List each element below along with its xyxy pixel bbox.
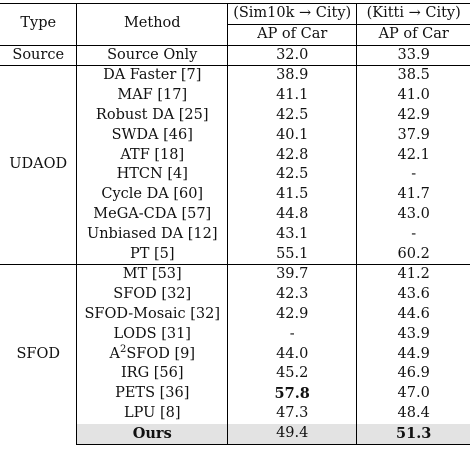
method-cell: LPU [8] xyxy=(76,403,229,424)
subheader-sim-ap: AP of Car xyxy=(227,23,358,46)
table-row: HTCN [4] 42.5 - xyxy=(0,165,470,186)
sim-value-cell: - xyxy=(227,324,358,345)
table-row: SFOD [32] 42.3 43.6 xyxy=(0,285,470,305)
table-row: MeGA-CDA [57] 44.8 43.0 xyxy=(0,204,470,225)
method-cell: Source Only xyxy=(76,44,229,66)
sim-value-cell: 55.1 xyxy=(227,244,358,265)
sim-value-cell: 42.3 xyxy=(227,285,358,305)
method-cell: IRG [56] xyxy=(76,364,229,385)
table-row: UDAOD DA Faster [7] 38.9 38.5 xyxy=(0,65,470,265)
kitti-value-cell: 47.0 xyxy=(397,385,430,402)
sim-value-cell: 44.8 xyxy=(227,204,358,225)
method-cell: MeGA-CDA [57] xyxy=(76,204,229,225)
sim-value-cell: 49.4 xyxy=(227,423,358,445)
sim-value-cell: 44.0 xyxy=(227,344,358,365)
group-label-source: Source xyxy=(0,44,78,66)
table-row: LPU [8] 47.3 48.4 xyxy=(0,403,470,424)
kitti-value-cell: 37.9 xyxy=(397,126,430,143)
method-cell: Robust DA [25] xyxy=(76,105,229,126)
method-base: A xyxy=(109,345,120,362)
header-type: Type xyxy=(0,3,78,46)
sim-value-cell: 41.1 xyxy=(227,86,358,106)
kitti-value-cell: 41.7 xyxy=(397,186,430,203)
method-cell: Unbiased DA [12] xyxy=(76,224,229,245)
sim-value-cell: 32.0 xyxy=(227,44,358,66)
table-row: Source Source Only 32.0 33.9 xyxy=(0,44,470,66)
kitti-value-cell: 43.9 xyxy=(397,325,430,342)
method-cell: SFOD [32] xyxy=(76,285,229,305)
kitti-value-cell: 43.0 xyxy=(397,205,430,222)
method-cell-ours: Ours xyxy=(76,423,229,445)
kitti-value-cell-best: 51.3 xyxy=(356,423,470,445)
kitti-value-cell: 48.4 xyxy=(397,404,430,421)
method-superscript: 2 xyxy=(119,343,127,355)
method-cell: ATF [18] xyxy=(76,145,229,166)
method-cell: MAF [17] xyxy=(76,86,229,106)
sim-value-cell: 41.5 xyxy=(227,185,358,205)
method-cell: LODS [31] xyxy=(76,324,229,345)
method-cell: HTCN [4] xyxy=(76,165,229,186)
table-row: SFOD MT [53] 39.7 41.2 xyxy=(0,264,470,445)
method-cell: Cycle DA [60] xyxy=(76,185,229,205)
sim-value-cell: 42.5 xyxy=(227,105,358,126)
sim-value-cell: 39.7 xyxy=(227,264,358,286)
sim-value-cell-best: 57.8 xyxy=(227,384,358,404)
group-label-udaod: UDAOD xyxy=(0,65,78,265)
table-row: PT [5] 55.1 60.2 xyxy=(0,244,470,265)
sim-value-cell: 43.1 xyxy=(227,224,358,245)
table-row: LODS [31] - 43.9 xyxy=(0,324,470,345)
kitti-value-cell: 60.2 xyxy=(397,245,430,262)
method-cell: SFOD-Mosaic [32] xyxy=(76,304,229,325)
header-sim-city: (Sim10k → City) xyxy=(227,3,358,25)
sim-value-cell: 40.1 xyxy=(227,125,358,146)
table-row: MAF [17] 41.1 41.0 xyxy=(0,86,470,106)
header-row: Type Method (Sim10k → City) (Kitti → Cit… xyxy=(0,3,470,46)
kitti-value-cell: 38.5 xyxy=(356,65,470,87)
table-row: A2SFOD [9] 44.0 44.9 xyxy=(0,343,470,365)
table-row: IRG [56] 45.2 46.9 xyxy=(0,364,470,385)
group-label-sfod: SFOD xyxy=(0,264,78,445)
table-row: SWDA [46] 40.1 37.9 xyxy=(0,125,470,146)
table-row: Unbiased DA [12] 43.1 - xyxy=(0,224,470,245)
kitti-value-cell: 41.0 xyxy=(397,87,430,104)
table-row: PETS [36] 57.8 47.0 xyxy=(0,384,470,404)
header-method: Method xyxy=(76,3,229,46)
kitti-value-cell: 41.2 xyxy=(356,264,470,286)
subheader-kitti-ap: AP of Car xyxy=(356,23,470,46)
kitti-value-cell: 44.6 xyxy=(397,305,430,322)
kitti-value-cell: 43.6 xyxy=(397,286,430,303)
results-table: Type Method (Sim10k → City) (Kitti → Cit… xyxy=(0,3,470,445)
sim-value-cell: 45.2 xyxy=(227,364,358,385)
sim-value-cell: 47.3 xyxy=(227,403,358,424)
method-cell: MT [53] xyxy=(76,264,229,286)
method-cell: A2SFOD [9] xyxy=(76,343,229,365)
table-row-ours: Ours 49.4 51.3 xyxy=(0,423,470,445)
table-row: Cycle DA [60] 41.5 41.7 xyxy=(0,185,470,205)
sim-value-cell: 42.5 xyxy=(227,165,358,186)
kitti-value-cell: 44.9 xyxy=(397,345,430,362)
kitti-value-cell: 42.1 xyxy=(397,146,430,163)
kitti-value-cell: 46.9 xyxy=(397,365,430,382)
kitti-value-cell: - xyxy=(411,166,417,183)
method-rest: SFOD [9] xyxy=(126,345,195,362)
sim-value-cell: 42.9 xyxy=(227,304,358,325)
method-cell: SWDA [46] xyxy=(76,125,229,146)
kitti-value-cell: 33.9 xyxy=(356,44,470,66)
sim-value-cell: 42.8 xyxy=(227,145,358,166)
kitti-value-cell: - xyxy=(411,225,417,242)
header-kitti-city: (Kitti → City) xyxy=(356,3,470,25)
method-cell: PT [5] xyxy=(76,244,229,265)
sim-value-cell: 38.9 xyxy=(227,65,358,87)
table-row: SFOD-Mosaic [32] 42.9 44.6 xyxy=(0,304,470,325)
method-cell: DA Faster [7] xyxy=(76,65,229,87)
subheader-row: AP of Car AP of Car xyxy=(0,23,470,46)
table-row: Robust DA [25] 42.5 42.9 xyxy=(0,105,470,126)
method-cell: PETS [36] xyxy=(76,384,229,404)
table-row: ATF [18] 42.8 42.1 xyxy=(0,145,470,166)
kitti-value-cell: 42.9 xyxy=(397,106,430,123)
